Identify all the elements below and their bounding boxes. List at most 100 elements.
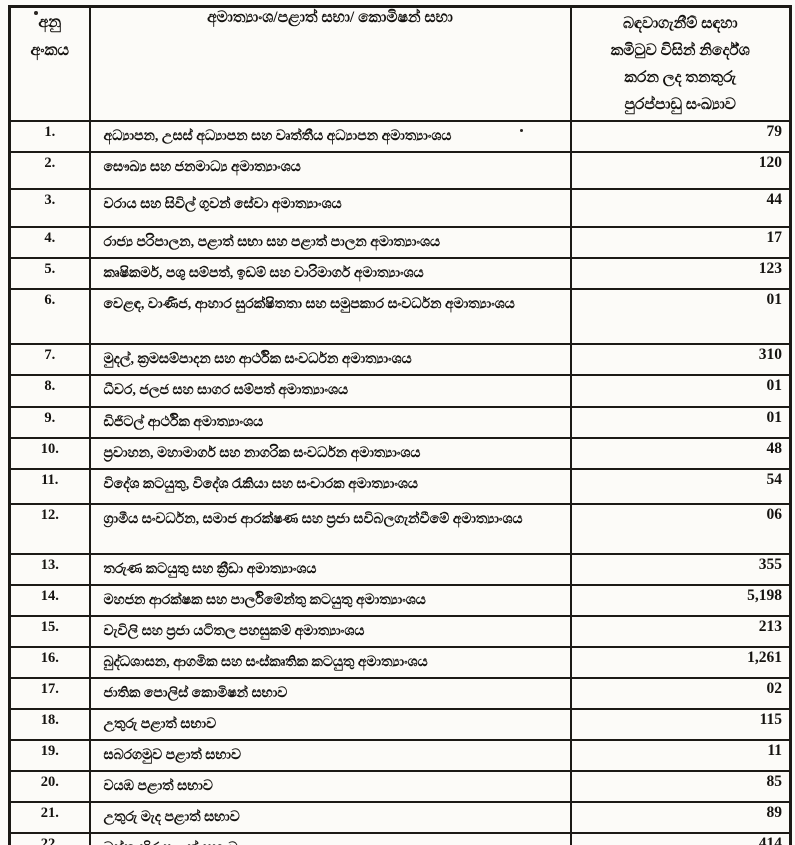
table-row: 6. වෙළඳ, වාණිජ, ආහාර සුරක්ෂිතතා සහ සමුපක… xyxy=(8,288,792,345)
row-vacancy-count: 213 xyxy=(569,615,792,648)
row-vacancy-count: 5,198 xyxy=(569,584,792,617)
table-body: 1. අධ්‍යාපන, උසස් අධ්‍යාපන සහ වෘත්තීය අධ… xyxy=(8,120,792,845)
table-row: 22. බස්නාහිර පළාත් සභාව 414 xyxy=(8,832,792,845)
row-vacancy-count: 89 xyxy=(569,801,792,834)
row-ministry-name: ප්‍රවාහන, මහාමාර්ග සහ නාගරික සංවර්ධන අමා… xyxy=(88,437,572,470)
row-ministry-name: බස්නාහිර පළාත් සභාව xyxy=(88,832,572,845)
row-vacancy-count: 120 xyxy=(569,151,792,190)
row-ministry-name: ග්‍රාමීය සංවර්ධන, සමාජ ආරක්ෂණ සහ ප්‍රජා … xyxy=(88,503,572,555)
header-serial-line2: අංකය xyxy=(30,42,69,59)
row-ministry-name: සබරගමුව පළාත් සභාව xyxy=(88,739,572,772)
row-vacancy-count: 1,261 xyxy=(569,646,792,679)
row-serial-number: 4. xyxy=(8,226,91,259)
row-vacancy-count: 48 xyxy=(569,437,792,470)
header-ministry-name: අමාත්‍යාංශ/පළාත් සභා/ කොමිෂන් සභා xyxy=(88,5,572,122)
row-serial-number: 9. xyxy=(8,406,91,439)
row-serial-number: 14. xyxy=(8,584,91,617)
row-ministry-name: විදේශ කටයුතු, විදේශ රැකියා සහ සංචාරක අමා… xyxy=(88,468,572,505)
table-row: 18. උතුරු පළාත් සභාව 115 xyxy=(8,708,792,741)
row-vacancy-count: 414 xyxy=(569,832,792,845)
row-serial-number: 21. xyxy=(8,801,91,834)
row-ministry-name: තරුණ කටයුතු සහ ක්‍රීඩා අමාත්‍යාංශය xyxy=(88,553,572,586)
table-row: 2. සෞඛ්‍ය සහ ජනමාධ්‍ය අමාත්‍යාංශය 120 xyxy=(8,151,792,190)
row-serial-number: 6. xyxy=(8,288,91,345)
row-serial-number: 22. xyxy=(8,832,91,845)
header-count-line2: කමිටුව විසින් නිර්දේශ xyxy=(610,42,750,59)
row-serial-number: 1. xyxy=(8,120,91,153)
row-ministry-name: වෙළඳ, වාණිජ, ආහාර සුරක්ෂිතතා සහ සමුපකාර … xyxy=(88,288,572,345)
row-serial-number: 11. xyxy=(8,468,91,505)
table-row: 11. විදේශ කටයුතු, විදේශ රැකියා සහ සංචාරක… xyxy=(8,468,792,505)
row-ministry-name: ධීවර, ජලජ සහ සාගර සම්පත් අමාත්‍යාංශය xyxy=(88,374,572,408)
table-row: 7. මුදල්, ක්‍රමසම්පාදන සහ ආර්ථික සංවර්ධන… xyxy=(8,343,792,376)
row-ministry-name: උතුරු පළාත් සභාව xyxy=(88,708,572,741)
row-vacancy-count: 01 xyxy=(569,288,792,345)
header-serial-number: අනු අංකය xyxy=(8,5,91,122)
row-ministry-name: වයඹ පළාත් සභාව xyxy=(88,770,572,803)
row-vacancy-count: 01 xyxy=(569,374,792,408)
row-vacancy-count: 123 xyxy=(569,257,792,290)
row-serial-number: 3. xyxy=(8,188,91,228)
header-vacancy-count: බඳවාගැනීම් සඳහා කමිටුව විසින් නිර්දේශ කර… xyxy=(569,5,792,122)
row-vacancy-count: 01 xyxy=(569,406,792,439)
row-vacancy-count: 355 xyxy=(569,553,792,586)
row-ministry-name: වැවිලි සහ ප්‍රජා යටිතල පහසුකම් අමාත්‍යාං… xyxy=(88,615,572,648)
row-serial-number: 20. xyxy=(8,770,91,803)
table-row: 9. ඩිජිටල් ආර්ථික අමාත්‍යාංශය 01 xyxy=(8,406,792,439)
table-row: 12. ග්‍රාමීය සංවර්ධන, සමාජ ආරක්ෂණ සහ ප්‍… xyxy=(8,503,792,555)
row-ministry-name: බුද්ධශාසන, ආගමික සහ සංස්කෘතික කටයුතු අමා… xyxy=(88,646,572,679)
row-ministry-name: සෞඛ්‍ය සහ ජනමාධ්‍ය අමාත්‍යාංශය xyxy=(88,151,572,190)
row-vacancy-count: 54 xyxy=(569,468,792,505)
row-ministry-name: වරාය සහ සිවිල් ගුවන් සේවා අමාත්‍යාංශය xyxy=(88,188,572,228)
row-serial-number: 7. xyxy=(8,343,91,376)
row-vacancy-count: 115 xyxy=(569,708,792,741)
row-serial-number: 19. xyxy=(8,739,91,772)
row-ministry-name: උතුරු මැද පළාත් සභාව xyxy=(88,801,572,834)
table-row: 15. වැවිලි සහ ප්‍රජා යටිතල පහසුකම් අමාත්… xyxy=(8,615,792,648)
row-vacancy-count: 11 xyxy=(569,739,792,772)
row-serial-number: 10. xyxy=(8,437,91,470)
row-vacancy-count: 02 xyxy=(569,677,792,710)
row-serial-number: 15. xyxy=(8,615,91,648)
row-ministry-name: මහජන ආරක්ෂක සහ පාර්ලිමේන්තු කටයුතු අමාත්… xyxy=(88,584,572,617)
row-serial-number: 8. xyxy=(8,374,91,408)
row-serial-number: 18. xyxy=(8,708,91,741)
table-row: 17. ජාතික පොලිස් කොමිෂන් සභාව 02 xyxy=(8,677,792,710)
row-ministry-name: අධ්‍යාපන, උසස් අධ්‍යාපන සහ වෘත්තීය අධ්‍ය… xyxy=(88,120,572,153)
row-vacancy-count: 85 xyxy=(569,770,792,803)
table-row: 14. මහජන ආරක්ෂක සහ පාර්ලිමේන්තු කටයුතු අ… xyxy=(8,584,792,617)
row-vacancy-count: 17 xyxy=(569,226,792,259)
row-ministry-name: මුදල්, ක්‍රමසම්පාදන සහ ආර්ථික සංවර්ධන අම… xyxy=(88,343,572,376)
row-vacancy-count: 310 xyxy=(569,343,792,376)
header-row: අනු අංකය අමාත්‍යාංශ/පළාත් සභා/ කොමිෂන් ස… xyxy=(8,5,792,122)
row-ministry-name: කෘෂිකර්ම, පශු සම්පත්, ඉඩම් සහ වාරිමාර්ග … xyxy=(88,257,572,290)
table-row: 16. බුද්ධශාසන, ආගමික සහ සංස්කෘතික කටයුතු… xyxy=(8,646,792,679)
row-vacancy-count: 44 xyxy=(569,188,792,228)
table-row: 1. අධ්‍යාපන, උසස් අධ්‍යාපන සහ වෘත්තීය අධ… xyxy=(8,120,792,153)
row-serial-number: 2. xyxy=(8,151,91,190)
row-serial-number: 17. xyxy=(8,677,91,710)
table-row: 21. උතුරු මැද පළාත් සභාව 89 xyxy=(8,801,792,834)
row-serial-number: 16. xyxy=(8,646,91,679)
row-serial-number: 5. xyxy=(8,257,91,290)
header-count-line3: කරන ලද තනතුරු xyxy=(624,69,737,86)
table-row: 13. තරුණ කටයුතු සහ ක්‍රීඩා අමාත්‍යාංශය 3… xyxy=(8,553,792,586)
table-row: 19. සබරගමුව පළාත් සභාව 11 xyxy=(8,739,792,772)
header-serial-line1: අනු xyxy=(38,14,62,31)
row-vacancy-count: 79 xyxy=(569,120,792,153)
table-row: 5. කෘෂිකර්ම, පශු සම්පත්, ඉඩම් සහ වාරිමාර… xyxy=(8,257,792,290)
row-ministry-name: ජාතික පොලිස් කොමිෂන් සභාව xyxy=(88,677,572,710)
header-count-line4: පුරප්පාඩු සංඛ්‍යාව xyxy=(624,96,736,113)
row-ministry-name: ඩිජිටල් ආර්ථික අමාත්‍යාංශය xyxy=(88,406,572,439)
table-row: 4. රාජ්‍ය පරිපාලන, පළාත් සභා සහ පළාත් පා… xyxy=(8,226,792,259)
vacancy-table: අනු අංකය අමාත්‍යාංශ/පළාත් සභා/ කොමිෂන් ස… xyxy=(8,5,792,845)
header-count-line1: බඳවාගැනීම් සඳහා xyxy=(622,15,738,32)
row-vacancy-count: 06 xyxy=(569,503,792,555)
row-serial-number: 12. xyxy=(8,503,91,555)
table-row: 3. වරාය සහ සිවිල් ගුවන් සේවා අමාත්‍යාංශය… xyxy=(8,188,792,228)
table-row: 10. ප්‍රවාහන, මහාමාර්ග සහ නාගරික සංවර්ධන… xyxy=(8,437,792,470)
row-serial-number: 13. xyxy=(8,553,91,586)
row-ministry-name: රාජ්‍ය පරිපාලන, පළාත් සභා සහ පළාත් පාලන … xyxy=(88,226,572,259)
table-row: 20. වයඹ පළාත් සභාව 85 xyxy=(8,770,792,803)
